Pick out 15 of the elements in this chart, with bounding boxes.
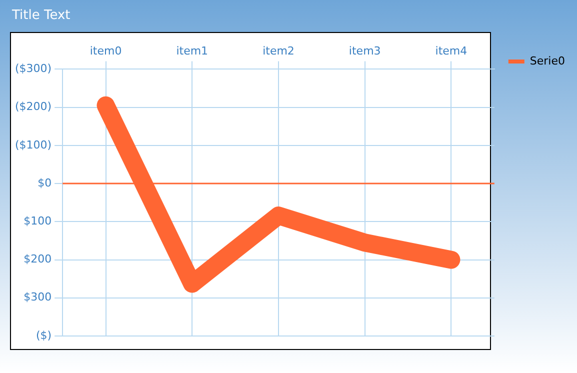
y-tick-label: ($) — [36, 328, 52, 342]
y-tick-label: ($200) — [15, 100, 52, 114]
x-tick-label: item1 — [176, 44, 208, 58]
y-tick-label: $300 — [24, 290, 52, 304]
x-tick-label: item4 — [435, 44, 468, 58]
chart-title: Title Text — [12, 8, 70, 23]
y-tick-label: $0 — [38, 176, 52, 190]
y-tick-label: ($300) — [15, 62, 52, 76]
y-tick-label: $200 — [24, 252, 52, 266]
x-tick-label: item2 — [262, 44, 294, 58]
x-tick-label: item3 — [348, 44, 381, 58]
y-tick-label: $100 — [24, 214, 52, 228]
y-tick-label: ($100) — [15, 138, 52, 152]
x-tick-label: item0 — [90, 44, 122, 58]
legend-label: Serie0 — [530, 54, 566, 68]
